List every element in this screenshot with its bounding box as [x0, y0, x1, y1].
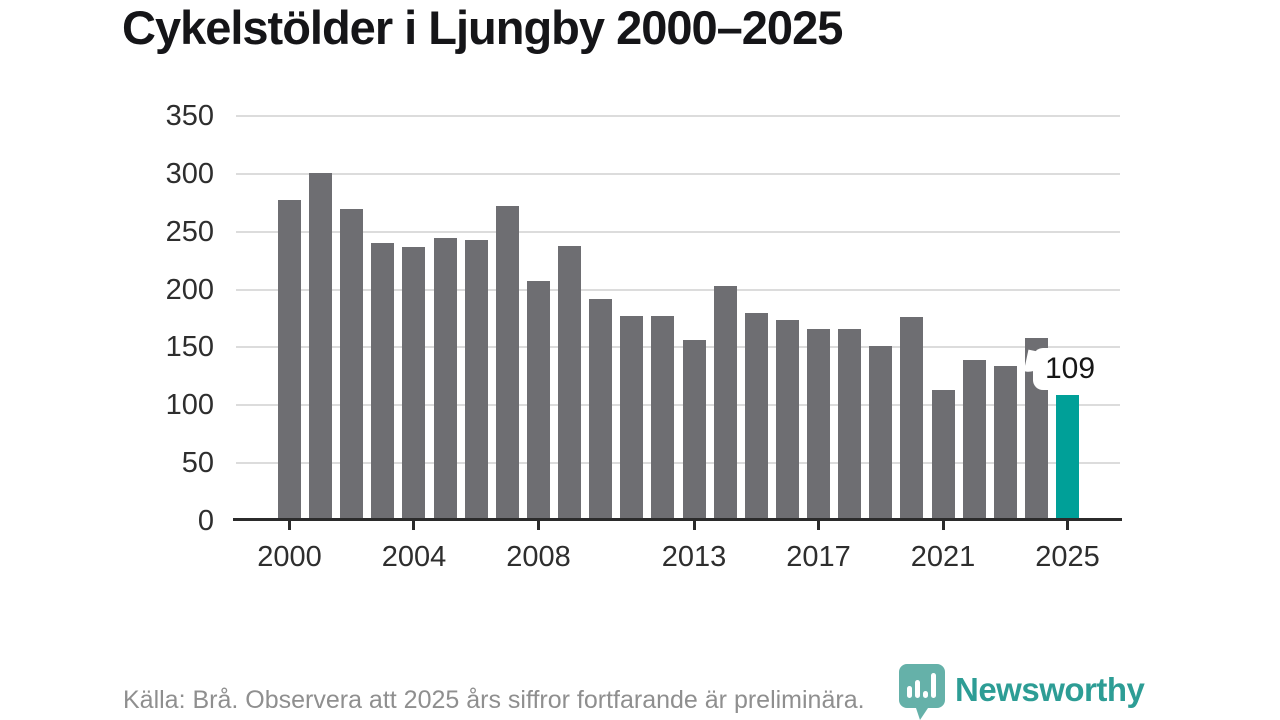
y-tick-label-350: 350	[165, 100, 214, 132]
bar-2013	[682, 340, 706, 521]
bar-chart: 0 50 100 150 200 250 300 350 2000 2004 2008 2013 20…	[0, 0, 1280, 600]
x-tick-2017	[817, 521, 821, 530]
bar-2021	[931, 390, 955, 521]
callout-value: 109	[1045, 352, 1096, 385]
bar-2009	[558, 245, 582, 521]
bar-2000	[278, 200, 301, 521]
logo-wordmark: Newsworthy	[955, 671, 1145, 708]
y-tick-label-100: 100	[165, 389, 214, 422]
y-tick-label-250: 250	[165, 215, 214, 248]
x-tick-label-2017: 2017	[786, 541, 851, 573]
bar-2010	[589, 298, 613, 521]
y-tick-label-50: 50	[181, 447, 214, 480]
x-tick-2013	[692, 521, 696, 530]
bar-2004	[402, 246, 426, 521]
gridline-150	[236, 346, 1120, 349]
x-tick-label-2008: 2008	[506, 541, 571, 573]
bar-2003	[371, 243, 395, 521]
x-axis-line	[233, 518, 1122, 521]
gridline-200	[236, 288, 1120, 291]
x-tick-2025	[1066, 521, 1069, 530]
source-note: Källa: Brå. Observera att 2025 års siffr…	[123, 686, 865, 714]
bar-2012	[651, 316, 675, 521]
bar-2006	[464, 239, 488, 521]
bar-2002	[340, 208, 364, 521]
gridline-350	[236, 115, 1120, 117]
newsworthy-logo: Newsworthy	[897, 662, 1145, 720]
bar-2007	[495, 206, 519, 521]
x-tick-label-2000: 2000	[257, 541, 322, 573]
gridline-300	[236, 172, 1120, 175]
gridline-50	[236, 462, 1120, 465]
x-tick-label-2013: 2013	[661, 541, 727, 573]
y-tick-label-200: 200	[165, 273, 214, 306]
bar-2005	[433, 237, 457, 521]
x-tick-label-2025: 2025	[1035, 541, 1100, 573]
bar-2022	[962, 360, 986, 521]
gridline-250	[236, 230, 1120, 233]
newsworthy-pin-barchart-icon	[899, 664, 945, 720]
x-tick-2004	[412, 521, 416, 530]
x-tick-label-2021: 2021	[910, 541, 976, 573]
y-tick-label-0: 0	[197, 505, 214, 537]
x-tick-label-2004: 2004	[381, 541, 447, 573]
bar-2018	[838, 328, 862, 521]
bar-2008	[526, 281, 550, 521]
x-tick-2021	[941, 521, 945, 530]
bar-2019	[869, 346, 893, 521]
value-callout: 109	[1033, 348, 1106, 390]
bar-2017	[807, 328, 831, 521]
x-tick-2000	[288, 521, 291, 530]
bar-2016	[775, 319, 799, 521]
chart-title: Cykelstölder i Ljungby 2000–2025	[122, 1, 843, 54]
bar-2023	[993, 365, 1017, 521]
gridline-100	[236, 404, 1120, 407]
bar-2015	[744, 312, 768, 521]
bar-2001	[309, 172, 333, 521]
y-tick-label-300: 300	[165, 157, 214, 190]
bar-2014	[713, 286, 737, 521]
bar-2020	[900, 317, 924, 521]
y-tick-label-150: 150	[165, 331, 214, 364]
bar-2025	[1056, 394, 1079, 521]
bar-2011	[620, 316, 644, 521]
x-tick-2008	[536, 521, 540, 530]
